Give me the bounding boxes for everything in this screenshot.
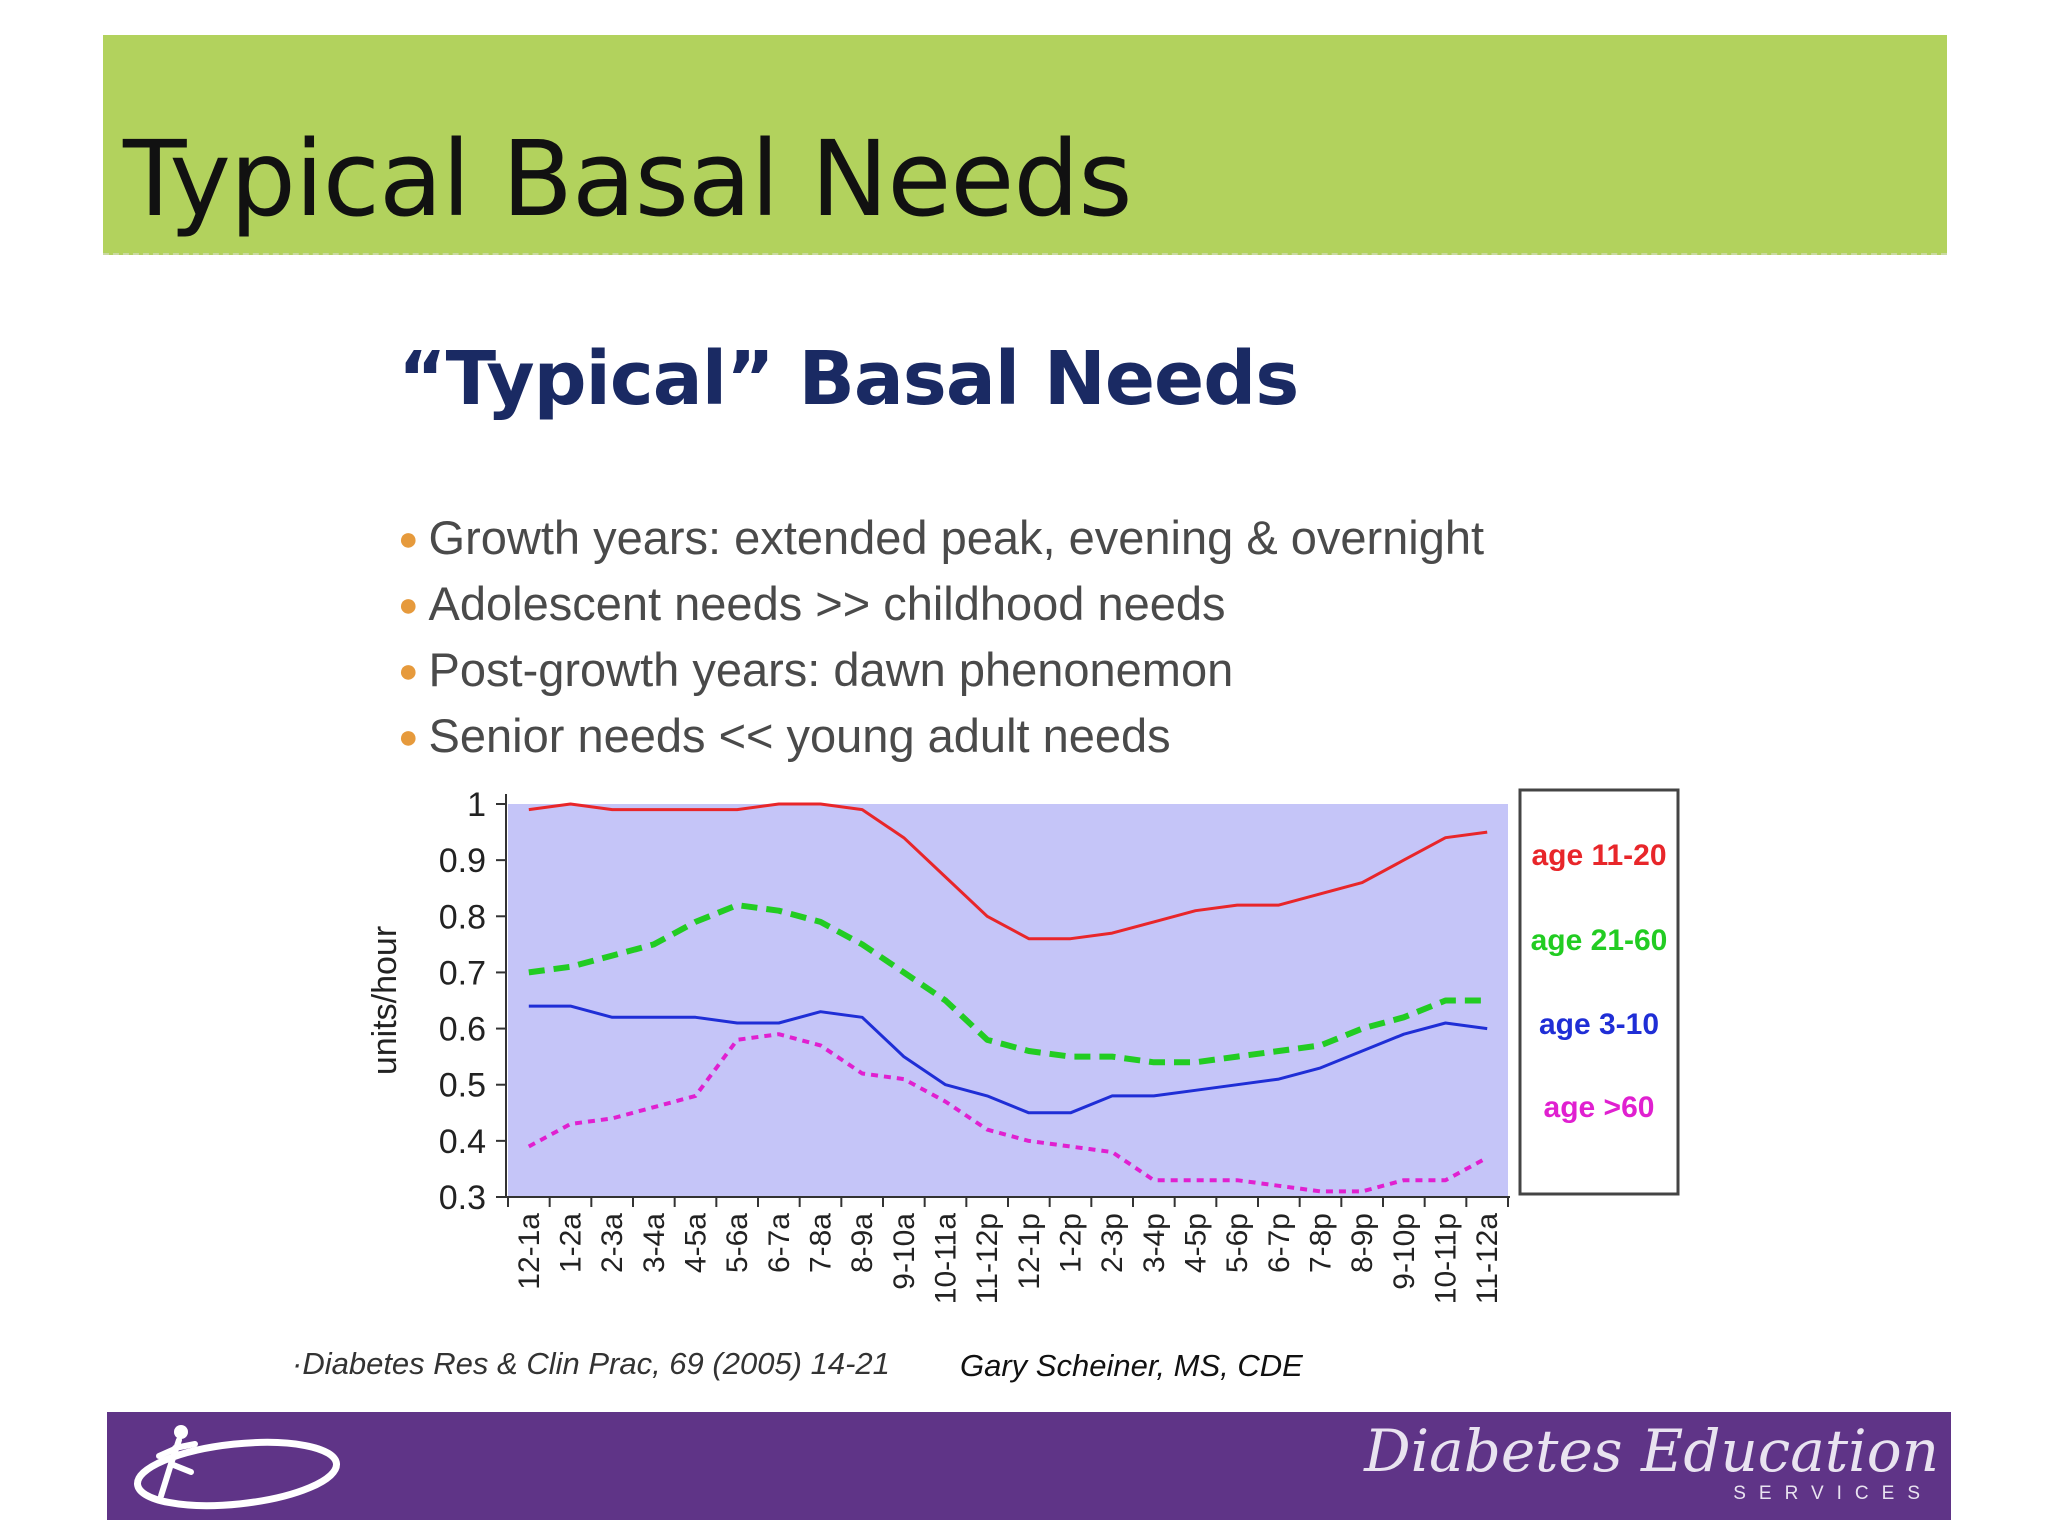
x-tick-label: 10-11a bbox=[930, 1213, 963, 1305]
inner-title: “Typical” Basal Needs bbox=[398, 336, 1299, 422]
x-tick-label: 10-11p bbox=[1430, 1213, 1463, 1304]
legend-box bbox=[1518, 788, 1680, 1196]
x-tick-label: 3-4a bbox=[638, 1213, 671, 1273]
x-tick-label: 5-6a bbox=[721, 1213, 754, 1273]
x-tick-label: 2-3a bbox=[596, 1213, 629, 1273]
bullet-list: ● Growth years: extended peak, evening & … bbox=[398, 505, 1484, 769]
bullet-marker-icon: ● bbox=[398, 520, 419, 558]
x-tick-label: 3-4p bbox=[1138, 1213, 1171, 1273]
bullet-item: ● Growth years: extended peak, evening & … bbox=[398, 505, 1484, 571]
y-tick-label: 0.3 bbox=[439, 1179, 486, 1217]
brand-name: Diabetes Education bbox=[1364, 1417, 1939, 1485]
bullet-text: Adolescent needs >> childhood needs bbox=[428, 577, 1226, 630]
x-tick-label: 6-7a bbox=[763, 1213, 796, 1273]
bullet-text: Growth years: extended peak, evening & o… bbox=[428, 511, 1485, 564]
footer-bar: Diabetes Education SERVICES bbox=[107, 1412, 1951, 1520]
x-tick-label: 6-7p bbox=[1263, 1213, 1296, 1273]
x-tick-label: 11-12p bbox=[971, 1213, 1004, 1304]
bullet-marker-icon: ● bbox=[398, 652, 419, 690]
x-tick-label: 7-8a bbox=[805, 1213, 838, 1273]
x-tick-label: 11-12a bbox=[1471, 1213, 1504, 1305]
y-tick-label: 0.6 bbox=[439, 1011, 486, 1049]
basal-needs-chart: 0.3 0.4 0.5 0.6 0.7 0.8 0.9 1 units/hour 12-1a 1-2… bbox=[366, 786, 1680, 1305]
x-tick-label: 1-2p bbox=[1055, 1213, 1088, 1273]
x-tick-label: 12-1p bbox=[1013, 1213, 1046, 1290]
x-tick-label: 4-5a bbox=[680, 1213, 713, 1273]
bullet-text: Post-growth years: dawn phenonemon bbox=[428, 643, 1234, 696]
y-tick-label: 0.4 bbox=[439, 1123, 486, 1161]
y-tick-label: 1 bbox=[467, 786, 486, 824]
y-tick-label: 0.7 bbox=[439, 954, 486, 992]
slide-title: Typical Basal Needs bbox=[123, 118, 1133, 240]
legend-entry: age 11-20 bbox=[1531, 839, 1666, 872]
y-tick-label: 0.9 bbox=[439, 842, 486, 880]
series-line bbox=[528, 1004, 1488, 1115]
bullet-marker-icon: ● bbox=[398, 586, 419, 624]
series-line bbox=[528, 802, 1488, 941]
x-tick-label: 4-5p bbox=[1180, 1213, 1213, 1273]
series-line bbox=[527, 1032, 1489, 1194]
x-tick-label: 7-8p bbox=[1305, 1213, 1338, 1273]
citation: ·Diabetes Res & Clin Prac, 69 (2005) 14-… bbox=[292, 1346, 890, 1381]
bullet-item: ● Senior needs << young adult needs bbox=[398, 703, 1484, 769]
plot-area bbox=[508, 804, 1508, 1197]
bullet-text: Senior needs << young adult needs bbox=[428, 709, 1171, 762]
y-axis-label: units/hour bbox=[366, 926, 404, 1075]
legend-entry: age 3-10 bbox=[1539, 1008, 1659, 1041]
legend-entry: age 21-60 bbox=[1531, 924, 1668, 957]
x-tick-label: 2-3p bbox=[1096, 1213, 1129, 1273]
bullet-item: ● Adolescent needs >> childhood needs bbox=[398, 571, 1484, 637]
title-bar: Typical Basal Needs bbox=[103, 35, 1947, 255]
legend-entry: age >60 bbox=[1544, 1091, 1655, 1124]
x-tick-label: 8-9p bbox=[1346, 1213, 1379, 1273]
x-tick-label: 8-9a bbox=[846, 1213, 879, 1273]
author-credit: Gary Scheiner, MS, CDE bbox=[960, 1348, 1303, 1383]
bullet-item: ● Post-growth years: dawn phenonemon bbox=[398, 637, 1484, 703]
y-tick-label: 0.8 bbox=[439, 898, 486, 936]
series-line bbox=[528, 902, 1488, 1066]
brand-subtitle: SERVICES bbox=[1733, 1483, 1933, 1504]
x-tick-label: 12-1a bbox=[513, 1213, 546, 1290]
bullet-marker-icon: ● bbox=[398, 718, 419, 756]
brand-logo: Diabetes Education SERVICES bbox=[1364, 1420, 1939, 1506]
y-tick-label: 0.5 bbox=[439, 1067, 486, 1105]
x-tick-label: 9-10a bbox=[888, 1213, 921, 1290]
x-tick-label: 5-6p bbox=[1221, 1213, 1254, 1273]
x-tick-label: 1-2a bbox=[555, 1213, 588, 1273]
x-tick-label: 9-10p bbox=[1388, 1213, 1421, 1290]
stick-figure-swoosh-icon bbox=[133, 1425, 341, 1510]
